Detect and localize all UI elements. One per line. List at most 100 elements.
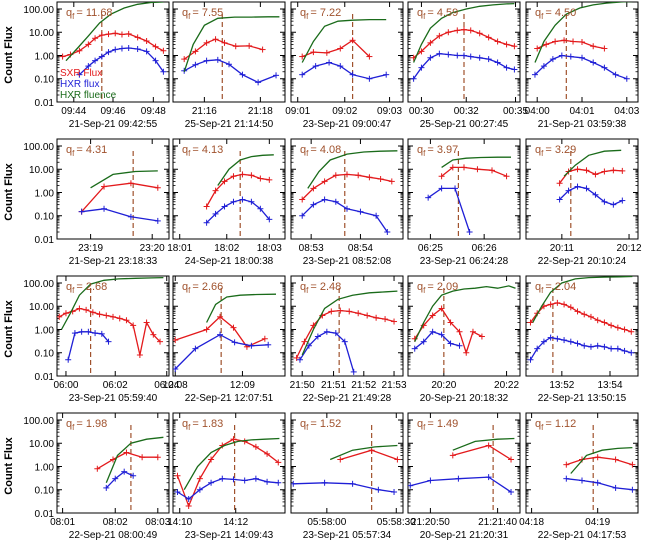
qf-subscript: f [541,423,544,432]
x-tick-label: 04:18 [519,517,544,528]
series-hxr-flux [411,328,463,352]
panel-frame [290,138,404,240]
panel-frame [407,275,521,377]
y-tick-label: 0.01 [35,372,55,383]
series-hxr-flux [291,479,398,496]
qf-value: = 1.52 [310,418,341,430]
panel-12: 12:08 12:09 22-Sep-21 12:07:51 qf = 2.66 [163,275,286,404]
series-hxr-fluence [329,444,398,461]
panel-frame [56,138,170,240]
qf-annotation: qf = 2.48 [300,281,341,295]
series-line [105,436,164,484]
x-tick-label: 23:19 [78,243,103,254]
x-tick-label: 09:02 [332,106,357,117]
qf-symbol: q [66,144,72,156]
series-line [206,198,270,224]
qf-annotation: qf = 4.08 [300,144,341,158]
qf-annotation: qf = 2.68 [66,281,107,295]
qf-subscript: f [423,286,426,295]
panel-4: 00:30 00:32 00:35 25-Sep-21 00:27:45 qf = 4.5… [407,1,528,130]
x-tick-label: 04:03 [614,106,639,117]
y-axis-title: Count Flux [3,162,15,220]
y-tick-label: 10.00 [29,28,54,39]
series-sxr-flux [527,299,635,335]
series-hxr-fluence [534,2,633,63]
y-axis-title: Count Flux [3,436,15,494]
series-hxr-fluence [183,16,280,73]
series-sxr-flux [59,30,167,60]
panel-frame [290,412,404,514]
x-tick-label: 20:12 [617,243,642,254]
qf-annotation: qf = 2.09 [417,281,458,295]
y-tick-label: 1.00 [35,462,55,473]
qf-subscript: f [423,12,426,21]
qf-subscript: f [423,149,426,158]
legend-entry-hxr-flux: HXR flux [60,79,99,90]
series-line [81,208,158,222]
series-line [534,2,633,63]
series-line [307,150,398,189]
qf-annotation: qf = 1.12 [535,418,576,432]
panel-3: 09:01 09:02 09:03 23-Sep-21 09:00:47 qf = 7.2… [285,1,404,130]
qf-annotation: qf = 3.29 [535,144,576,158]
qf-annotation: qf = 4.59 [417,7,458,21]
series-line [78,47,164,76]
y-tick-label: 0.10 [35,349,55,360]
series-hxr-fluence [183,437,280,491]
series-line [301,18,387,63]
start-time-label: 25-Sep-21 00:27:45 [420,119,509,130]
series-hxr-fluence [532,276,633,323]
series-line [299,331,355,373]
x-tick-label: 21:53 [382,380,407,391]
series-sxr-flux [556,166,626,187]
series-hxr-flux [299,196,391,236]
panel-frame [525,412,639,514]
series-line [329,444,398,461]
qf-symbol: q [535,7,541,19]
qf-value: = 7.22 [310,7,341,19]
series-hxr-fluence [217,154,274,186]
qf-value: = 2.66 [192,281,223,293]
x-tick-label: 23:20 [140,243,165,254]
start-time-label: 20-Sep-21 21:20:31 [420,530,509,541]
x-tick-label: 21:50 [290,380,315,391]
y-tick-label: 0.01 [35,235,55,246]
panel-19: 21:20:50 21:21:40 20-Sep-21 21:20:31 qf = 1.… [407,412,521,541]
x-tick-label: 09:48 [141,106,166,117]
qf-value: = 4.13 [192,144,223,156]
series-hxr-flux [556,183,626,208]
qf-subscript: f [188,12,191,21]
legend-entry-hxr-fluence: HXR fluence [60,90,117,101]
series-line [183,16,280,73]
series-sxr-flux [438,164,510,180]
qf-value: = 1.12 [545,418,576,430]
x-tick-label: 14:12 [223,517,248,528]
qf-subscript: f [423,423,426,432]
x-tick-label: 21:21:40 [478,517,517,528]
panels-group: 100.00 10.00 1.00 0.10 0.01 09:44 09:46 09:48 21… [23,1,642,541]
series-line [301,61,387,80]
panel-frame [525,275,639,377]
qf-subscript: f [72,286,75,295]
x-tick-label: 08:02 [103,517,128,528]
x-tick-label: 21:20:50 [411,517,450,528]
x-tick-label: 04:19 [585,517,610,528]
panel-13: 21:50 21:51 21:52 21:53 22-Sep-21 21:49:28 qf… [290,275,407,404]
series-line [570,446,633,474]
y-tick-label: 0.01 [35,509,55,520]
series-hxr-flux [563,475,636,493]
qf-value: = 3.97 [427,144,458,156]
series-line [301,39,370,58]
y-tick-label: 0.10 [35,75,55,86]
series-line [62,32,164,58]
series-sxr-flux [411,305,485,356]
qf-subscript: f [306,286,309,295]
series-hxr-fluence [301,18,387,63]
qf-symbol: q [300,281,306,293]
y-tick-label: 10.00 [29,165,54,176]
x-tick-label: 00:35 [503,106,528,117]
series-line [529,336,632,361]
qf-annotation: qf = 1.49 [417,418,458,432]
qf-value: = 2.04 [545,281,576,293]
